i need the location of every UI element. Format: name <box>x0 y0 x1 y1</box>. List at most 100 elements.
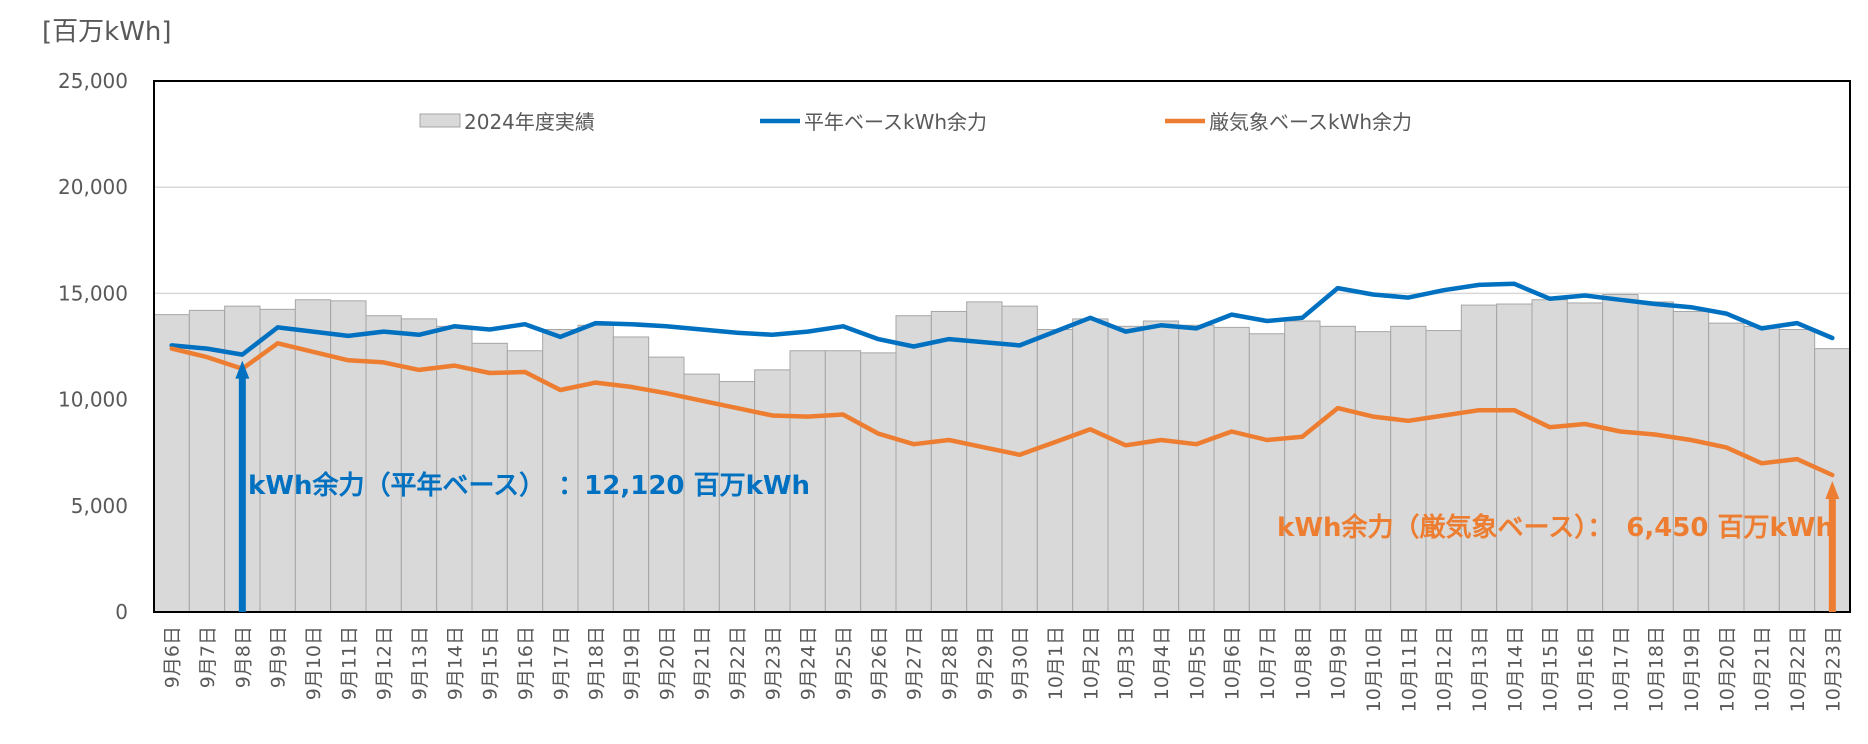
annotation-arrow-head-0 <box>235 360 250 379</box>
x-tick-label-13: 9月19日 <box>621 626 643 700</box>
bar-5 <box>330 300 367 613</box>
bar-31 <box>1248 333 1286 613</box>
x-tick-label-17: 9月23日 <box>762 626 784 700</box>
x-tick-label-31: 10月7日 <box>1257 626 1279 700</box>
x-tick-label-14: 9月20日 <box>656 626 678 700</box>
bar-28 <box>1142 320 1180 613</box>
bar-32 <box>1284 320 1321 613</box>
x-tick-label-45: 10月21日 <box>1752 626 1774 712</box>
legend-label-0: 2024年度実績 <box>464 110 595 134</box>
x-tick-label-7: 9月13日 <box>409 626 431 700</box>
x-tick-label-22: 9月28日 <box>939 626 961 700</box>
bar-18 <box>789 350 826 613</box>
bar-35 <box>1390 325 1427 613</box>
annotations: kWh余力（平年ベース） ：12,120 百万kWh kWh余力（厳気象ベース）：… <box>235 360 1840 612</box>
x-tick-label-38: 10月14日 <box>1504 626 1526 712</box>
bar-12 <box>577 324 614 613</box>
plot-frame <box>153 80 1851 613</box>
annotation-label-1: kWh余力（厳気象ベース）： 6,450 百万kWh <box>1277 512 1834 543</box>
x-tick-label-24: 9月30日 <box>1010 626 1032 700</box>
bar-17 <box>754 369 791 613</box>
x-tick-label-33: 10月9日 <box>1328 626 1350 700</box>
x-tick-label-36: 10月12日 <box>1434 626 1456 712</box>
bar-25 <box>1036 329 1074 613</box>
x-tick-label-26: 10月2日 <box>1080 626 1102 700</box>
bar-36 <box>1425 330 1462 613</box>
x-tick-label-10: 9月16日 <box>515 626 537 700</box>
x-tick-label-9: 9月15日 <box>480 626 502 700</box>
y-tick-label-0: 0 <box>115 600 128 624</box>
x-tick-label-28: 10月4日 <box>1151 626 1173 700</box>
x-axis-ticks: 9月6日 9月7日 9月8日 9月9日 9月10日 9月11日 9月12日 9月13日 9月14… <box>162 626 1845 712</box>
bar-10 <box>506 350 544 613</box>
bar-39 <box>1531 299 1568 613</box>
y-tick-label-2: 10,000 <box>58 388 128 412</box>
legend: 2024年度実績 平年ベースkWh余力 厳気象ベースkWh余力 <box>419 110 1412 134</box>
bar-7 <box>400 318 438 613</box>
x-tick-label-8: 9月14日 <box>444 626 466 700</box>
x-tick-label-3: 9月9日 <box>268 626 290 688</box>
x-tick-label-20: 9月26日 <box>868 626 890 700</box>
x-tick-label-1: 9月7日 <box>197 626 219 688</box>
x-tick-label-41: 10月17日 <box>1610 626 1632 712</box>
x-tick-label-35: 10月11日 <box>1398 626 1420 712</box>
bar-9 <box>471 342 508 613</box>
legend-label-2: 厳気象ベースkWh余力 <box>1209 110 1412 134</box>
bar-34 <box>1354 331 1392 613</box>
x-tick-label-40: 10月16日 <box>1575 626 1597 712</box>
bar-41 <box>1602 293 1639 613</box>
bar-23 <box>966 301 1003 613</box>
bar-3 <box>259 308 296 613</box>
y-tick-label-3: 15,000 <box>58 281 128 305</box>
x-tick-label-21: 9月27日 <box>904 626 926 700</box>
line-series-2 <box>169 341 1835 478</box>
x-tick-label-11: 9月17日 <box>550 626 572 700</box>
bar-37 <box>1460 304 1498 613</box>
x-tick-label-37: 10月13日 <box>1469 626 1491 712</box>
x-tick-label-2: 9月8日 <box>232 626 254 688</box>
x-tick-label-30: 10月6日 <box>1222 626 1244 700</box>
x-tick-label-23: 9月29日 <box>974 626 996 700</box>
y-tick-label-5: 25,000 <box>58 69 128 93</box>
x-tick-label-4: 9月10日 <box>303 626 325 700</box>
x-tick-label-29: 10月5日 <box>1186 626 1208 700</box>
bar-11 <box>542 329 579 613</box>
bar-series <box>153 293 1851 613</box>
y-axis-ticks: 0 5,000 10,000 15,000 20,000 25,000 <box>58 69 128 624</box>
bar-43 <box>1672 310 1710 613</box>
x-tick-label-34: 10月10日 <box>1363 626 1385 712</box>
bar-30 <box>1213 326 1250 613</box>
bar-13 <box>612 336 650 613</box>
x-tick-label-6: 9月12日 <box>374 626 396 700</box>
bar-21 <box>895 315 932 613</box>
bar-38 <box>1496 303 1533 613</box>
x-tick-label-27: 10月3日 <box>1116 626 1138 700</box>
x-tick-label-15: 9月21日 <box>692 626 714 700</box>
x-tick-label-44: 10月20日 <box>1716 626 1738 712</box>
bar-22 <box>930 310 968 613</box>
x-tick-label-19: 9月25日 <box>833 626 855 700</box>
x-tick-label-43: 10月19日 <box>1681 626 1703 712</box>
bar-42 <box>1637 301 1674 613</box>
legend-swatch-0 <box>419 113 461 128</box>
x-tick-label-16: 9月22日 <box>727 626 749 700</box>
y-unit-label: [百万kWh] <box>42 17 172 47</box>
bar-29 <box>1178 324 1215 613</box>
annotation-arrow-head-1 <box>1825 481 1840 500</box>
x-tick-label-18: 9月24日 <box>798 626 820 700</box>
bar-33 <box>1319 325 1356 613</box>
x-tick-label-42: 10月18日 <box>1646 626 1668 712</box>
y-tick-label-1: 5,000 <box>71 494 128 518</box>
bar-0 <box>153 314 190 613</box>
line-series <box>169 281 1835 478</box>
bar-20 <box>860 352 897 613</box>
x-tick-label-39: 10月15日 <box>1540 626 1562 712</box>
bar-40 <box>1566 302 1604 613</box>
x-tick-label-12: 9月18日 <box>586 626 608 700</box>
bar-45 <box>1743 325 1780 613</box>
y-tick-label-4: 20,000 <box>58 175 128 199</box>
x-tick-label-47: 10月23日 <box>1822 626 1844 712</box>
x-tick-label-5: 9月11日 <box>338 626 360 700</box>
bar-24 <box>1001 305 1038 613</box>
x-tick-label-46: 10月22日 <box>1787 626 1809 712</box>
